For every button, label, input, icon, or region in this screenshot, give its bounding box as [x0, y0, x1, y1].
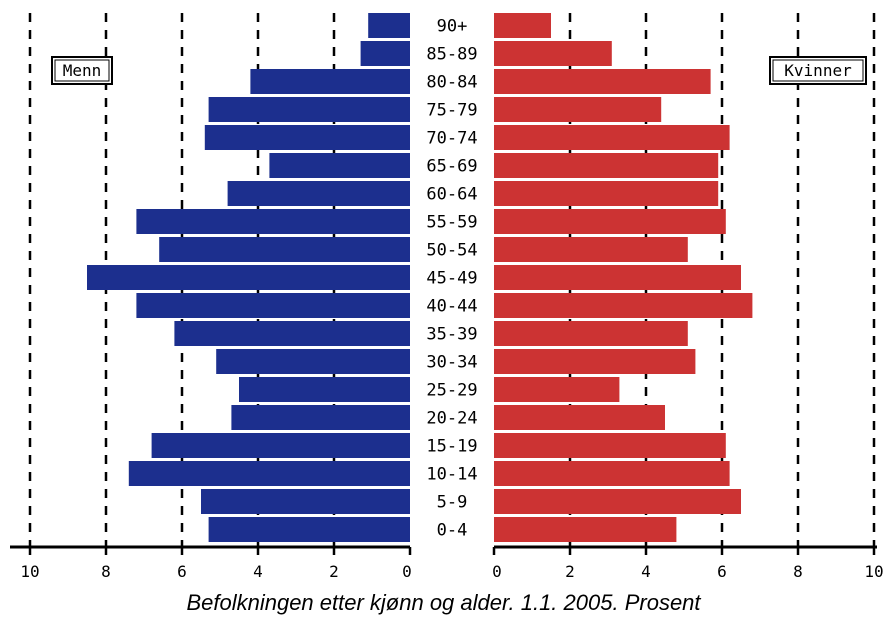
- tick-label-left-0: 0: [402, 562, 412, 581]
- bar-kvinner-70-74: [494, 125, 730, 150]
- chart-caption: Befolkningen etter kjønn og alder. 1.1. …: [186, 590, 701, 615]
- bar-menn-35-39: [174, 321, 410, 346]
- age-label-20-24: 20-24: [426, 409, 477, 429]
- bar-kvinner-85-89: [494, 41, 612, 66]
- legend-label-menn: Menn: [63, 61, 102, 80]
- bar-kvinner-60-64: [494, 181, 719, 206]
- legend-menn: Menn: [51, 56, 113, 85]
- tick-label-right-2: 2: [565, 562, 575, 581]
- population-pyramid-chart: 0-4 5-9 10-14 15-19 20-24 25-29 30-34 35-39 40-4…: [10, 13, 884, 581]
- age-label-25-29: 25-29: [426, 381, 477, 401]
- age-label-35-39: 35-39: [426, 325, 477, 345]
- age-label-60-64: 60-64: [426, 185, 477, 205]
- bar-kvinner-90+: [494, 13, 551, 38]
- bar-menn-25-29: [239, 377, 410, 402]
- bar-kvinner-40-44: [494, 293, 753, 318]
- tick-label-left-10: 10: [20, 562, 39, 581]
- bar-kvinner-75-79: [494, 97, 662, 122]
- bar-menn-85-89: [360, 41, 410, 66]
- tick-label-left-8: 8: [101, 562, 111, 581]
- tick-label-right-8: 8: [793, 562, 803, 581]
- tick-label-left-6: 6: [177, 562, 187, 581]
- tick-label-right-4: 4: [641, 562, 651, 581]
- bar-kvinner-50-54: [494, 237, 688, 262]
- bar-kvinner-20-24: [494, 405, 665, 430]
- bar-menn-45-49: [87, 265, 410, 290]
- legend-label-kvinner: Kvinner: [784, 61, 852, 80]
- bar-kvinner-15-19: [494, 433, 726, 458]
- bar-menn-80-84: [250, 69, 410, 94]
- bar-menn-70-74: [204, 125, 410, 150]
- bar-kvinner-25-29: [494, 377, 620, 402]
- bar-menn-50-54: [159, 237, 410, 262]
- age-label-0-4: 0-4: [437, 521, 468, 541]
- bar-kvinner-45-49: [494, 265, 741, 290]
- bar-kvinner-0-4: [494, 517, 677, 542]
- bar-menn-55-59: [136, 209, 410, 234]
- bar-kvinner-35-39: [494, 321, 688, 346]
- age-labels: 0-4 5-9 10-14 15-19 20-24 25-29 30-34 35-39 40-4…: [426, 17, 477, 541]
- age-label-70-74: 70-74: [426, 129, 477, 149]
- age-label-85-89: 85-89: [426, 45, 477, 65]
- bar-kvinner-80-84: [494, 69, 711, 94]
- bar-menn-75-79: [208, 97, 410, 122]
- age-label-45-49: 45-49: [426, 269, 477, 289]
- age-label-65-69: 65-69: [426, 157, 477, 177]
- bar-menn-30-34: [216, 349, 410, 374]
- axes: 10 10 8 8 6 6 4 4 2 2 0 0: [10, 545, 884, 581]
- bar-menn-20-24: [231, 405, 410, 430]
- bar-kvinner-65-69: [494, 153, 719, 178]
- bar-menn-65-69: [269, 153, 410, 178]
- age-label-50-54: 50-54: [426, 241, 477, 261]
- bar-menn-40-44: [136, 293, 410, 318]
- age-label-90+: 90+: [437, 17, 468, 37]
- bar-kvinner-30-34: [494, 349, 696, 374]
- age-label-15-19: 15-19: [426, 437, 477, 457]
- bar-kvinner-5-9: [494, 489, 741, 514]
- bar-menn-0-4: [208, 517, 410, 542]
- bar-menn-15-19: [151, 433, 410, 458]
- bar-menn-60-64: [227, 181, 410, 206]
- bars: [87, 13, 753, 542]
- age-label-10-14: 10-14: [426, 465, 477, 485]
- bar-kvinner-55-59: [494, 209, 726, 234]
- tick-label-left-2: 2: [329, 562, 339, 581]
- tick-label-right-10: 10: [864, 562, 883, 581]
- age-label-5-9: 5-9: [437, 493, 468, 513]
- tick-label-left-4: 4: [253, 562, 263, 581]
- bar-kvinner-10-14: [494, 461, 730, 486]
- bar-menn-90+: [368, 13, 410, 38]
- age-label-55-59: 55-59: [426, 213, 477, 233]
- age-label-30-34: 30-34: [426, 353, 477, 373]
- age-label-75-79: 75-79: [426, 101, 477, 121]
- legend-kvinner: Kvinner: [769, 56, 867, 85]
- bar-menn-5-9: [201, 489, 410, 514]
- tick-label-right-0: 0: [492, 562, 502, 581]
- bar-menn-10-14: [128, 461, 411, 486]
- tick-label-right-6: 6: [717, 562, 727, 581]
- age-label-40-44: 40-44: [426, 297, 477, 317]
- age-label-80-84: 80-84: [426, 73, 477, 93]
